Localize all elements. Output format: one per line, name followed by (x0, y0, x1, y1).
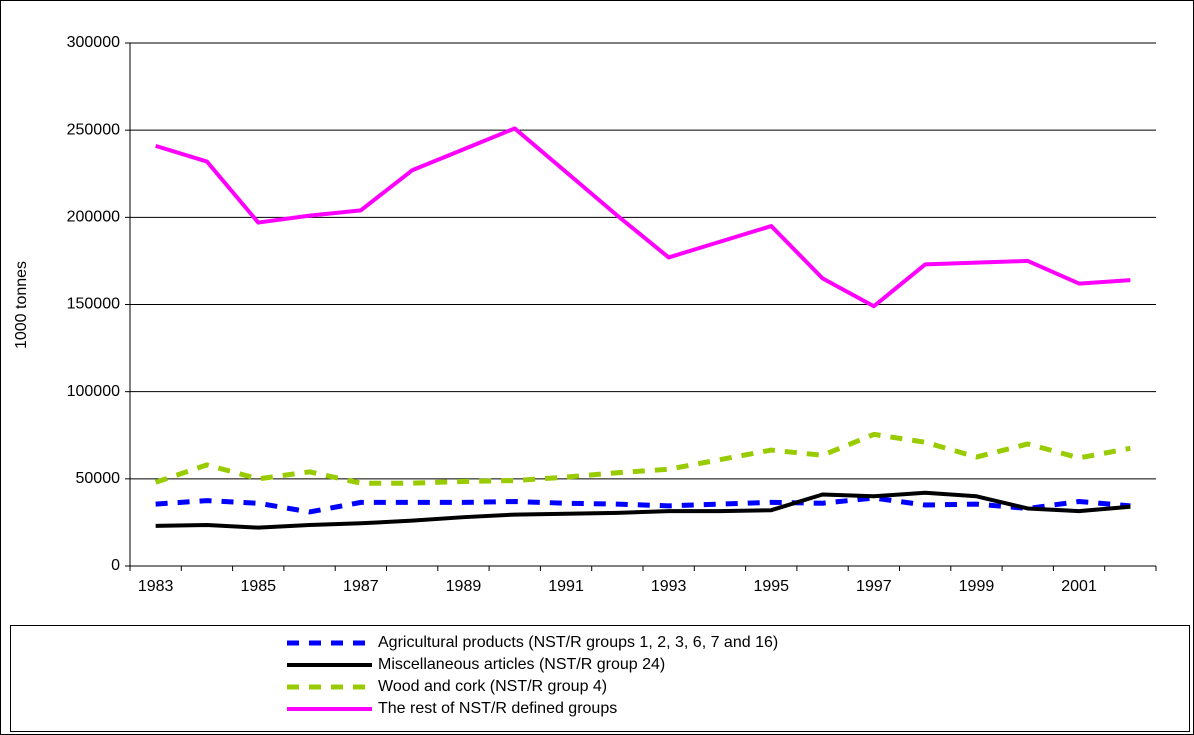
y-tick-label: 50000 (76, 470, 121, 487)
x-tick-label: 1999 (959, 578, 995, 595)
legend-label: The rest of NST/R defined groups (378, 700, 617, 717)
legend-label: Agricultural products (NST/R groups 1, 2… (378, 634, 778, 651)
x-tick-label: 1997 (856, 578, 892, 595)
x-tick-label: 1991 (548, 578, 584, 595)
x-tick-label: 1993 (651, 578, 687, 595)
x-tick-label: 1983 (138, 578, 174, 595)
y-tick-label: 250000 (67, 121, 120, 138)
x-tick-label: 1989 (446, 578, 482, 595)
x-tick-label: 1995 (753, 578, 789, 595)
series-line (155, 490, 1131, 530)
series-line (155, 126, 1131, 309)
y-tick-label: 200000 (67, 209, 120, 226)
legend-label: Miscellaneous articles (NST/R group 24) (378, 656, 665, 673)
series-line (154, 431, 1131, 486)
y-tick-label: 100000 (67, 383, 120, 400)
legend-label: Wood and cork (NST/R group 4) (378, 678, 607, 695)
series-line (155, 495, 1131, 515)
y-tick-label: 0 (111, 557, 120, 574)
x-tick-label: 1987 (343, 578, 379, 595)
y-axis-label: 1000 tonnes (13, 261, 30, 349)
x-tick-label: 1985 (240, 578, 276, 595)
x-tick-label: 2001 (1061, 578, 1097, 595)
y-tick-label: 150000 (67, 296, 120, 313)
y-tick-label: 300000 (67, 34, 120, 51)
legend-box (10, 625, 1190, 732)
